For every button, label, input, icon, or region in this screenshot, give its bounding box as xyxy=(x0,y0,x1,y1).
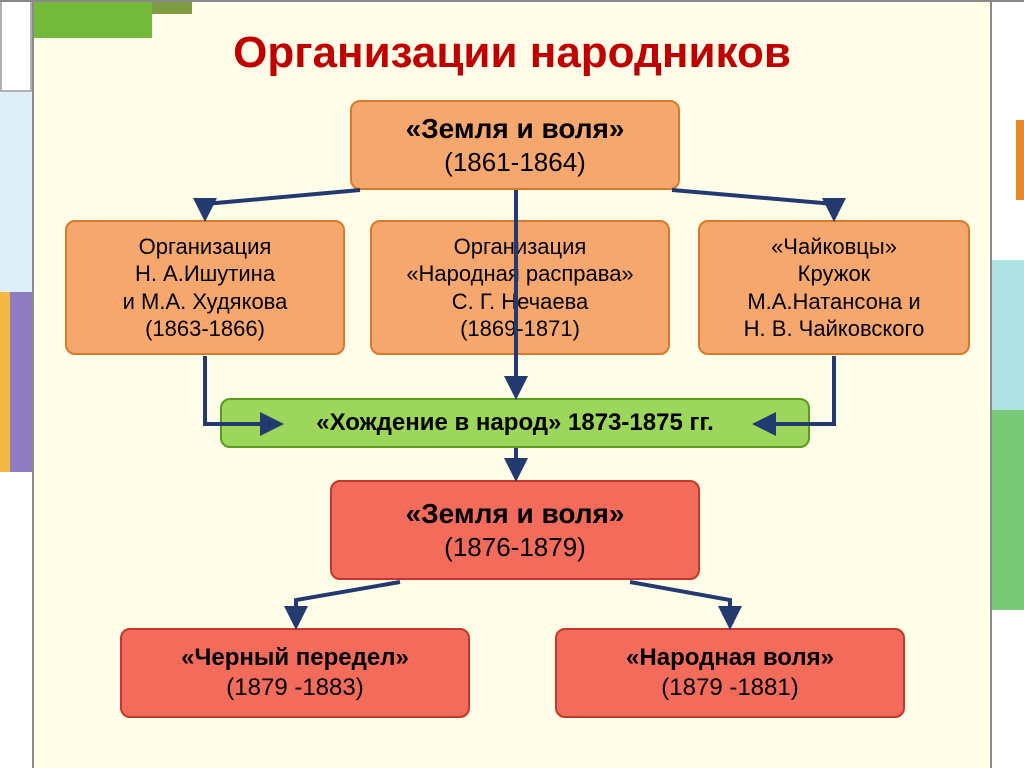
box-line: Н. В. Чайковского xyxy=(744,315,925,343)
box-ishutin: Организация Н. А.Ишутина и М.А. Худякова… xyxy=(65,220,345,355)
box-khozhdenie-v-narod: «Хождение в народ» 1873-1875 гг. xyxy=(220,398,810,448)
box-title: «Народная воля» xyxy=(626,643,834,673)
deco-block xyxy=(0,472,32,768)
box-line: Кружок xyxy=(798,260,871,288)
arrow xyxy=(205,190,360,218)
box-line: Н. А.Ишутина xyxy=(135,260,275,288)
frame-line-left xyxy=(32,0,34,768)
box-line: С. Г. Нечаева xyxy=(452,288,589,316)
box-title: «Черный передел» xyxy=(181,643,409,673)
box-line: «Чайковцы» xyxy=(771,233,897,261)
box-subtitle: (1861-1864) xyxy=(444,146,586,179)
box-line: «Хождение в народ» 1873-1875 гг. xyxy=(316,408,713,438)
page-title: Организации народников xyxy=(0,28,1024,78)
deco-block xyxy=(1016,120,1024,200)
deco-block xyxy=(0,92,32,292)
box-line: (1863-1866) xyxy=(145,315,265,343)
box-line: М.А.Натансона и xyxy=(747,288,920,316)
box-subtitle: (1879 -1883) xyxy=(226,673,363,703)
box-zemlya-i-volya-1861: «Земля и воля» (1861-1864) xyxy=(350,100,680,190)
box-chernyi-peredel: «Черный передел» (1879 -1883) xyxy=(120,628,470,718)
deco-block xyxy=(992,610,1024,768)
box-subtitle: (1876-1879) xyxy=(444,531,586,564)
deco-block xyxy=(152,0,192,14)
arrow xyxy=(296,582,400,626)
box-title: «Земля и воля» xyxy=(406,111,625,146)
deco-block xyxy=(0,292,10,472)
box-line: Организация xyxy=(454,233,587,261)
box-chaikovtsy: «Чайковцы» Кружок М.А.Натансона и Н. В. … xyxy=(698,220,970,355)
box-title: «Земля и воля» xyxy=(406,496,625,531)
arrow xyxy=(672,190,834,218)
frame-line-top xyxy=(0,0,1024,2)
box-line: «Народная расправа» xyxy=(406,260,633,288)
box-zemlya-i-volya-1876: «Земля и воля» (1876-1879) xyxy=(330,480,700,580)
box-nechaev: Организация «Народная расправа» С. Г. Не… xyxy=(370,220,670,355)
deco-block xyxy=(992,410,1024,610)
arrow xyxy=(630,582,730,626)
box-narodnaya-volya: «Народная воля» (1879 -1881) xyxy=(555,628,905,718)
deco-block xyxy=(992,260,1024,410)
box-line: (1869-1871) xyxy=(460,315,580,343)
box-subtitle: (1879 -1881) xyxy=(661,673,798,703)
box-line: Организация xyxy=(139,233,272,261)
box-line: и М.А. Худякова xyxy=(123,288,288,316)
frame-line-right xyxy=(990,0,992,768)
